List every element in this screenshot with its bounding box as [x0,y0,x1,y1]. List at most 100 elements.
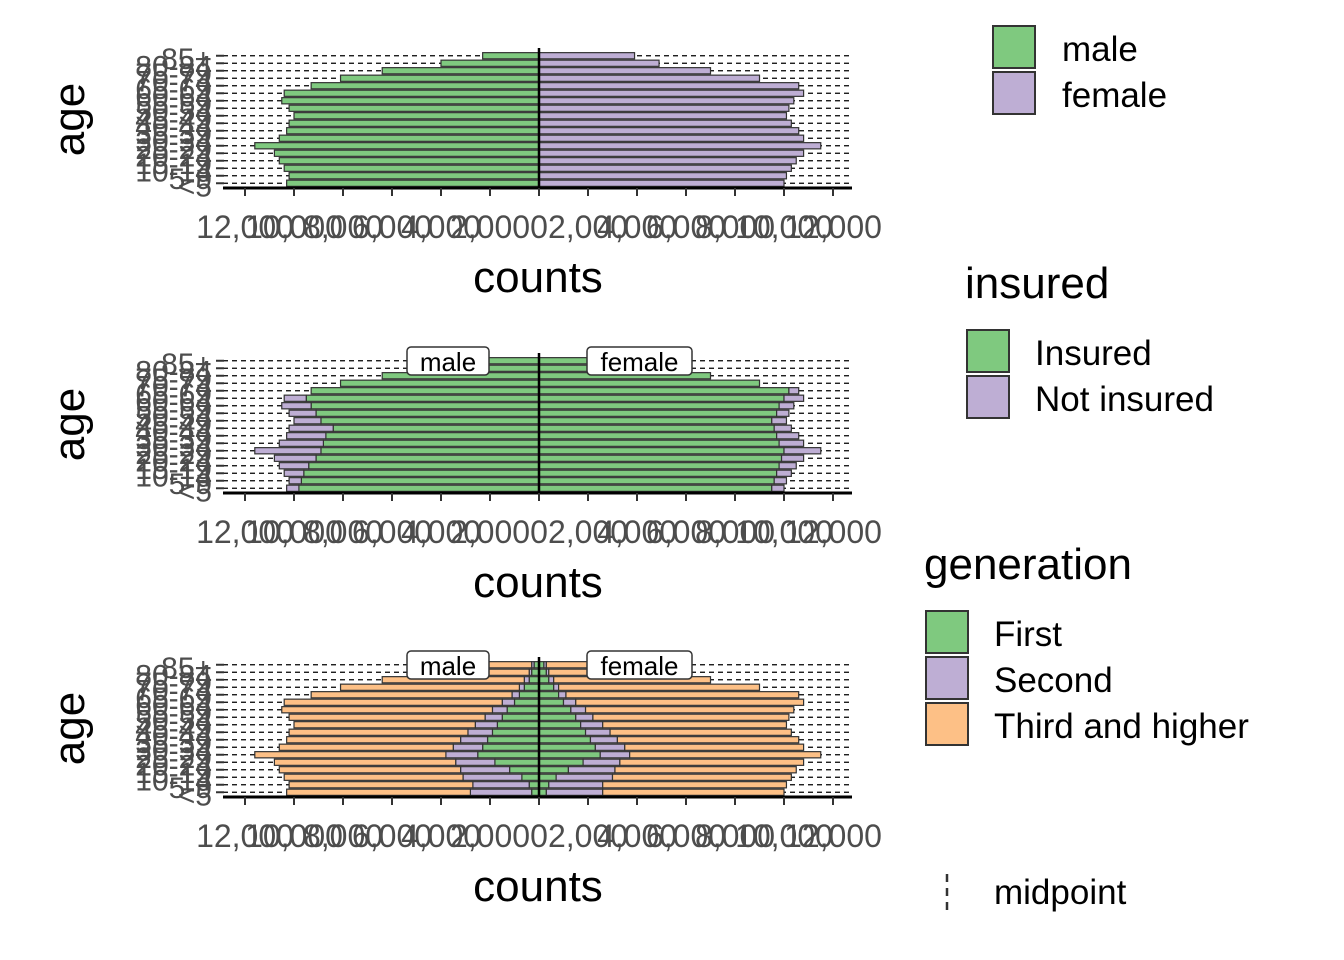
bar-female-25-29-seg2 [783,447,822,455]
bar-female-75-79-seg1 [538,67,712,75]
legend-insured-label: Insured [1035,334,1152,373]
bar-female-25-29-seg1 [538,142,822,150]
bar-female-20-24-seg3 [619,758,805,766]
bar-male-30-34-seg1 [322,439,540,447]
bar-female-15-19-seg2 [567,766,616,774]
x-tick-label: 4,000 [401,514,481,550]
bar-female-35-39-seg1 [538,127,800,135]
bar-male-50-54-seg1 [288,104,540,112]
y-tick-label: 5-9 [169,772,212,805]
bar-male-50-54-seg2 [484,713,503,721]
y-tick-label: 60-64 [135,80,212,113]
bar-male-60-64-seg1 [305,394,540,402]
bar-female-5-9-seg1 [538,781,550,789]
y-tick-label: 15-19 [135,148,212,181]
bar-female-55-59-seg3 [584,706,795,714]
y-tick-label: 50-54 [135,95,212,128]
bar-female-45-49-seg1 [538,417,773,425]
legend-midpoint-label: midpoint [994,873,1127,912]
bar-female-75-79-seg2 [548,676,555,684]
y-axis-title: age [45,83,94,156]
bar-female-25-29-seg1 [538,447,785,455]
bar-female-60-64-seg2 [562,698,577,706]
x-tick-label: 2,000 [548,209,628,245]
x-tick-label: 8,000 [695,209,775,245]
bar-female-40-44-seg2 [584,728,611,736]
y-tick-label: 80-84 [135,355,212,388]
y-tick-label: 10-14 [135,460,212,493]
y-tick-label: 80-84 [135,50,212,83]
bar-female-70-74-seg1 [538,379,761,387]
x-tick-label: 12,000 [784,818,882,854]
bar-female-50-54-seg3 [592,713,790,721]
bar-male-40-44-seg1 [491,728,540,736]
x-tick-label: 4,000 [401,209,481,245]
y-tick-label: <5 [178,170,212,203]
x-tick-label: 6,000 [646,209,726,245]
facet-label-male: male [420,347,476,377]
bar-male-25-29-seg1 [320,447,540,455]
bar-female-55-59-seg1 [538,706,572,714]
y-tick-label: 55-59 [135,393,212,426]
x-tick-label: 10,000 [245,209,343,245]
bar-female-65-69-seg3 [565,691,800,699]
bar-female-30-34-seg1 [538,743,596,751]
bar-male-5-9-seg1 [288,172,540,180]
x-axis-title: counts [473,862,603,911]
bar-female-50-54-seg1 [538,104,790,112]
x-tick-label: 2,000 [450,514,530,550]
bar-male-45-49-seg2 [293,417,322,425]
bar-male-<5-seg1 [286,179,540,187]
bar-female-<5-seg1 [538,179,785,187]
bar-female-10-14-seg2 [776,469,792,477]
x-tick-label: 2,000 [548,818,628,854]
bar-female-<5-seg1 [538,484,773,492]
bar-male-35-39-seg1 [486,736,540,744]
bar-male-70-74-seg1 [339,379,540,387]
y-tick-label: 70-74 [135,65,212,98]
bar-female-30-34-seg1 [538,439,780,447]
bar-male-25-29-seg3 [254,751,447,759]
bar-male-15-19-seg2 [278,462,310,470]
y-tick-label: 75-79 [135,363,212,396]
y-tick-label: <5 [178,475,212,508]
bar-female-65-69-seg1 [538,691,560,699]
bar-male-5-9-seg1 [300,477,540,485]
y-tick-label: 65-69 [135,73,212,106]
x-tick-label: 10,000 [245,818,343,854]
x-tick-label: 6,000 [646,818,726,854]
bar-female-45-49-seg1 [538,112,788,120]
bar-male-15-19-seg1 [509,766,540,774]
bar-male-55-59-seg1 [310,402,540,410]
legend-female-label: female [1062,76,1167,115]
x-tick-label: 0 [530,209,548,245]
y-tick-label: 55-59 [135,697,212,730]
bar-male-45-49-seg3 [293,721,476,729]
legend-not-insured-label: Not insured [1035,380,1214,419]
y-tick-label: 5-9 [169,163,212,196]
y-tick-label: 10-14 [135,764,212,797]
legend-male-label: male [1062,30,1138,69]
bar-male-25-29-seg1 [254,142,540,150]
bar-female-40-44-seg3 [609,728,792,736]
bar-male-40-44-seg1 [332,424,540,432]
bar-female-70-74-seg1 [538,683,555,691]
bar-male-5-9-seg1 [528,781,540,789]
y-tick-label: 15-19 [135,453,212,486]
x-tick-label: 8,000 [303,514,383,550]
bar-female-60-64-seg3 [575,698,805,706]
y-tick-label: 75-79 [135,667,212,700]
bar-female-30-34-seg2 [594,743,626,751]
y-tick-label: 70-74 [135,370,212,403]
bar-male-50-54-seg2 [288,409,317,417]
bar-female-60-64-seg1 [538,89,805,97]
bar-female-50-54-seg2 [575,713,594,721]
bar-male-35-39-seg1 [325,432,540,440]
y-tick-label: 40-44 [135,719,212,752]
bar-male-10-14-seg2 [462,773,523,781]
bar-female-45-49-seg3 [602,721,788,729]
bar-female-75-79-seg1 [538,676,550,684]
facet-label-box-male [406,650,490,680]
x-tick-label: 2,000 [548,514,628,550]
